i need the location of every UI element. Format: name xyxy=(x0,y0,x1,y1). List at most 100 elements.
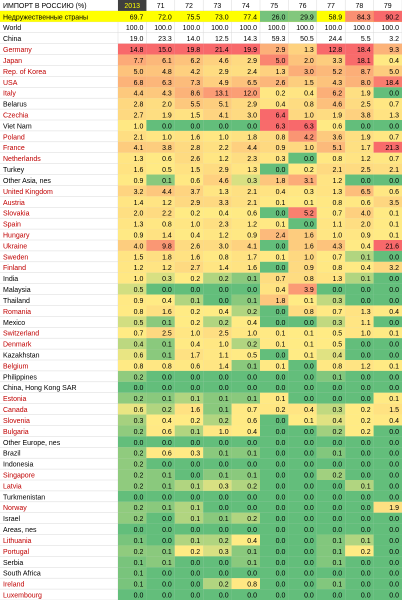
heatmap-cell xyxy=(118,327,147,339)
cell-value: 0.0 xyxy=(276,549,286,556)
cell-value: 6.5 xyxy=(247,80,257,87)
heatmap-cell xyxy=(231,294,260,306)
heatmap-cell xyxy=(316,349,346,360)
cell-value: 0.0 xyxy=(304,440,314,447)
cell-value: 84.3 xyxy=(357,14,371,21)
cell-value: 1.2 xyxy=(134,265,144,272)
heatmap-cell xyxy=(260,425,289,437)
heatmap-cell xyxy=(146,283,175,295)
heatmap-cell xyxy=(118,589,147,600)
cell-value: 0.0 xyxy=(361,374,371,381)
cell-value: 3.1 xyxy=(304,178,314,185)
heatmap-cell xyxy=(118,458,147,470)
cell-value: 0.0 xyxy=(389,287,399,294)
cell-value: 0.0 xyxy=(134,385,144,392)
heatmap-cell xyxy=(118,65,147,77)
cell-value: 0.2 xyxy=(219,276,229,283)
heatmap-cell xyxy=(260,229,289,240)
cell-value: 0.0 xyxy=(219,571,229,578)
heatmap-cell xyxy=(146,272,175,284)
heatmap-cell xyxy=(345,545,374,557)
cell-value: 0.4 xyxy=(219,309,229,316)
heatmap-cell xyxy=(288,185,317,197)
cell-value: 0.0 xyxy=(219,440,229,447)
heatmap-cell xyxy=(231,196,260,208)
heatmap-cell xyxy=(174,218,204,230)
cell-value: 0.8 xyxy=(304,102,314,109)
heatmap-cell xyxy=(373,229,402,240)
cell-value: 0.4 xyxy=(389,309,399,316)
heatmap-cell xyxy=(345,207,374,219)
cell-value: 0.0 xyxy=(247,527,257,534)
heatmap-cell xyxy=(316,316,346,328)
heatmap-cell xyxy=(118,425,147,437)
heatmap-cell xyxy=(373,261,402,273)
cell-value: 0.2 xyxy=(219,418,229,425)
header-row: ИМПОРТ В РОССИЮ (%) 2013 71 72 73 74 75 76 77 78 7… xyxy=(3,0,392,11)
cell-value: 100.0 xyxy=(268,25,286,32)
cell-value: 0.0 xyxy=(190,560,200,567)
cell-value: 1.6 xyxy=(190,134,200,141)
cell-value: 1.0 xyxy=(247,331,257,338)
heatmap-cell xyxy=(174,425,204,437)
cell-value: 0.3 xyxy=(134,418,144,425)
cell-value: 0.4 xyxy=(162,298,172,305)
heatmap-cell xyxy=(288,76,317,88)
cell-value: 50.5 xyxy=(300,36,314,43)
cell-value: 2.9 xyxy=(190,200,200,207)
heatmap-cell xyxy=(260,370,289,382)
heatmap-cell xyxy=(373,392,402,404)
cell-value: 1.6 xyxy=(247,265,257,272)
cell-value: 0.2 xyxy=(134,429,144,436)
cell-value: 0.0 xyxy=(247,374,257,381)
heatmap-cell xyxy=(231,218,260,230)
heatmap-cell xyxy=(174,120,204,131)
cell-value: 73.0 xyxy=(215,14,229,21)
cell-value: 1.4 xyxy=(219,363,229,370)
heatmap-cell xyxy=(174,458,204,470)
heatmap-cell xyxy=(373,87,402,99)
row-label: Switzerland xyxy=(3,331,39,338)
heatmap-cell xyxy=(146,469,175,480)
heatmap-cell xyxy=(203,578,232,590)
cell-value: 0.0 xyxy=(304,363,314,370)
heatmap-cell xyxy=(231,185,260,197)
cell-value: 0.0 xyxy=(304,571,314,578)
cell-value: 6.3 xyxy=(276,123,286,130)
heatmap-cell xyxy=(373,556,402,568)
cell-value: 0.8 xyxy=(134,309,144,316)
cell-value: 0.2 xyxy=(276,407,286,414)
heatmap-cell xyxy=(146,403,175,415)
heatmap-cell xyxy=(260,327,289,339)
cell-value: 0.4 xyxy=(389,58,399,65)
cell-value: 1.3 xyxy=(361,309,371,316)
heatmap-cell xyxy=(118,349,147,360)
cell-value: 5.0 xyxy=(276,58,286,65)
cell-value: 0.0 xyxy=(190,582,200,589)
cell-value: 0.2 xyxy=(190,320,200,327)
cell-value: 1.2 xyxy=(162,265,172,272)
cell-value: 4.4 xyxy=(247,145,257,152)
cell-value: 0.4 xyxy=(276,102,286,109)
heatmap-cell xyxy=(203,196,232,208)
heatmap-cell xyxy=(203,185,232,197)
heatmap-cell xyxy=(345,338,374,350)
cell-value: 0.0 xyxy=(162,462,172,469)
row-label: Czechia xyxy=(3,113,28,120)
heatmap-cell xyxy=(203,436,232,448)
heatmap-cell xyxy=(231,490,260,502)
heatmap-cell xyxy=(231,578,260,590)
row-label: Netherlands xyxy=(3,156,41,163)
cell-value: 0.2 xyxy=(134,396,144,403)
heatmap-cell xyxy=(146,436,175,448)
heatmap-cell xyxy=(118,283,147,295)
cell-value: 1.1 xyxy=(361,320,371,327)
heatmap-cell xyxy=(345,512,374,524)
heatmap-cell xyxy=(373,109,402,120)
cell-value: 0.7 xyxy=(332,211,342,218)
cell-value: 0.7 xyxy=(134,331,144,338)
cell-value: 0.0 xyxy=(361,473,371,480)
cell-value: 4.0 xyxy=(134,243,144,250)
cell-value: 2.3 xyxy=(247,156,257,163)
cell-value: 3.2 xyxy=(389,36,399,43)
